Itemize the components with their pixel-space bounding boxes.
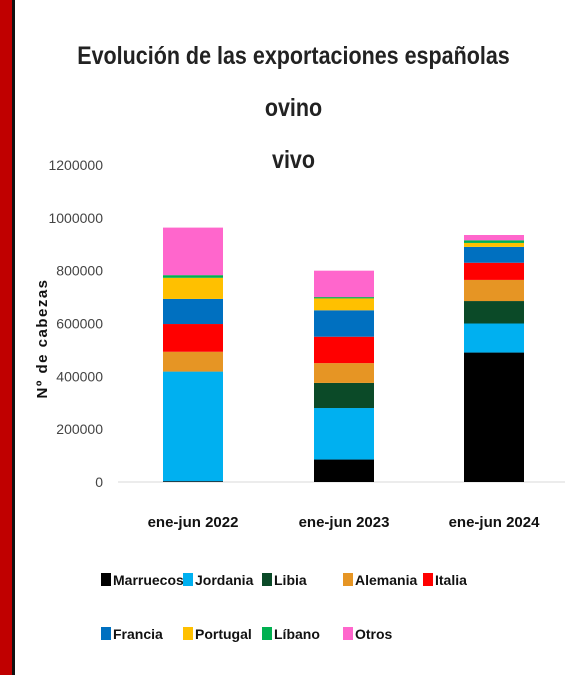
chart-title: Evolución de las exportaciones españolas… <box>54 30 533 186</box>
legend-swatch-libia <box>262 573 272 586</box>
legend-label-italia: Italia <box>435 572 467 588</box>
bar-segment-libia <box>464 301 524 324</box>
y-tick-label: 600000 <box>56 316 103 332</box>
bar-segment-marruecos <box>163 481 223 482</box>
x-category-label: ene-jun 2024 <box>449 514 541 531</box>
bar-segment-otros <box>314 270 374 298</box>
legend-swatch-jordania <box>183 573 193 586</box>
bar-segment-portugal <box>464 242 524 247</box>
bar-segment-marruecos <box>464 352 524 482</box>
bar-segment-alemania <box>314 363 374 383</box>
bar-segment-francia <box>314 310 374 337</box>
bar-segment-otros <box>163 227 223 276</box>
x-category-label: ene-jun 2023 <box>299 514 390 531</box>
bar-segment-l-bano <box>314 297 374 299</box>
bar-segment-italia <box>163 324 223 352</box>
legend-swatch-l-bano <box>262 627 272 640</box>
legend-swatch-marruecos <box>101 573 111 586</box>
legend-label-marruecos: Marruecos <box>113 572 184 588</box>
bar-segment-alemania <box>163 351 223 372</box>
legend-label-libia: Libia <box>274 572 307 588</box>
legend-label-portugal: Portugal <box>195 626 252 642</box>
y-tick-label: 200000 <box>56 421 103 437</box>
x-category-label: ene-jun 2022 <box>148 514 239 531</box>
legend-label-alemania: Alemania <box>355 572 417 588</box>
bar-segment-jordania <box>314 408 374 460</box>
bar-segment-francia <box>464 246 524 263</box>
bar-segment-marruecos <box>314 459 374 482</box>
legend-swatch-alemania <box>343 573 353 586</box>
bar-segment-portugal <box>163 277 223 299</box>
bar-segment-l-bano <box>163 275 223 278</box>
bar-segment-francia <box>163 298 223 325</box>
bar-segment-otros <box>464 235 524 241</box>
y-axis-label: Nº de cabezas <box>34 278 51 398</box>
legend-swatch-portugal <box>183 627 193 640</box>
bar-segment-italia <box>464 262 524 280</box>
y-tick-label: 1200000 <box>48 157 103 173</box>
bar-segment-jordania <box>464 323 524 353</box>
bar-segment-libia <box>314 382 374 409</box>
y-tick-label: 1000000 <box>48 210 103 226</box>
bar-segment-portugal <box>314 298 374 311</box>
chart-title-line-2: vivo <box>271 146 316 174</box>
bar-segment-l-bano <box>464 240 524 243</box>
legend-label-francia: Francia <box>113 626 163 642</box>
bar-segment-jordania <box>163 371 223 482</box>
legend-label-l-bano: Líbano <box>274 626 320 642</box>
legend-swatch-otros <box>343 627 353 640</box>
chart-title-line-1: Evolución de las exportaciones españolas… <box>77 42 510 122</box>
legend-label-otros: Otros <box>355 626 393 642</box>
y-tick-label: 800000 <box>56 263 103 279</box>
bar-segment-alemania <box>464 279 524 302</box>
y-tick-label: 400000 <box>56 368 103 384</box>
y-tick-label: 0 <box>95 474 103 490</box>
left-border-bar <box>0 0 15 675</box>
legend-swatch-italia <box>423 573 433 586</box>
bar-segment-italia <box>314 336 374 364</box>
legend-label-jordania: Jordania <box>195 572 254 588</box>
legend-swatch-francia <box>101 627 111 640</box>
